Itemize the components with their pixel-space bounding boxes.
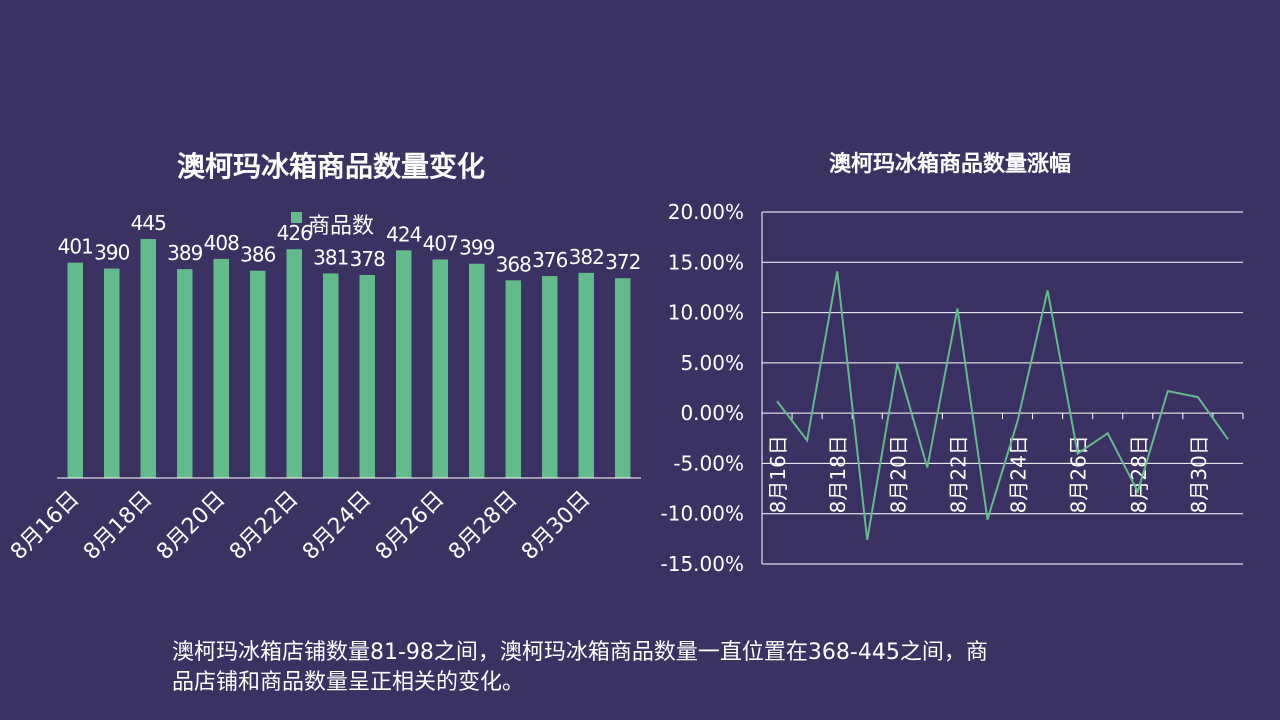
bar-value-label: 376 [532, 248, 567, 272]
bar-x-tick-label: 8月26日 [371, 487, 449, 565]
line-x-tick-marks [761, 413, 1244, 420]
bar-8月28日 [505, 280, 521, 478]
line-chart: 澳柯玛冰箱商品数量涨幅 20.00% 15.00% 10.00% 5.00% 0.00%… [661, 151, 1244, 576]
line-x-tick-labels: 8月16日 8月18日 8月20日 8月22日 8月24日 8月26日 8月28日 8月30日 [766, 435, 1211, 513]
bar-8月18日 [140, 239, 156, 478]
bar-chart-legend: 商品数 [291, 212, 374, 239]
bar-x-tick-label: 8月24日 [298, 487, 376, 565]
line-chart-title: 澳柯玛冰箱商品数量涨幅 [829, 151, 1071, 177]
bar-value-label: 386 [240, 243, 275, 267]
bar-value-label: 390 [94, 241, 129, 265]
bar-x-tick-label: 8月16日 [6, 487, 84, 565]
bar-chart-title: 澳柯玛冰箱商品数量变化 [177, 150, 485, 183]
line-y-tick-label: 15.00% [668, 250, 744, 274]
line-y-tick-label: 5.00% [680, 351, 744, 375]
legend-swatch [291, 212, 302, 223]
legend-label: 商品数 [308, 214, 374, 239]
line-x-tick-label: 8月28日 [1127, 435, 1151, 513]
bar-value-label: 424 [386, 222, 421, 246]
bar-value-label: 378 [350, 247, 385, 271]
bar-8月24日 [359, 275, 375, 478]
line-x-tick-label: 8月24日 [1007, 435, 1031, 513]
bar-x-tick-label: 8月22日 [225, 487, 303, 565]
line-x-tick-label: 8月16日 [766, 435, 790, 513]
bar-value-label: 399 [459, 236, 494, 260]
bar-marks [67, 239, 631, 478]
bar-8月21日 [250, 270, 266, 478]
bar-8月31日 [615, 278, 631, 478]
bar-value-label: 382 [569, 245, 604, 269]
bar-8月17日 [104, 268, 120, 478]
line-y-tick-label: -15.00% [661, 552, 744, 576]
bar-8月22日 [286, 249, 302, 478]
bar-8月16日 [67, 262, 83, 478]
bar-value-label: 389 [167, 241, 202, 265]
bar-value-label: 426 [277, 221, 312, 245]
bar-value-label: 445 [131, 211, 166, 235]
bar-8月25日 [396, 250, 412, 478]
bar-8月29日 [542, 276, 558, 478]
bar-value-label: 408 [204, 231, 239, 255]
bar-8月20日 [213, 258, 229, 478]
bar-x-tick-label: 8月18日 [79, 487, 157, 565]
bar-value-label: 407 [423, 231, 458, 255]
line-y-tick-label: 20.00% [668, 200, 744, 224]
line-x-tick-label: 8月20日 [886, 435, 910, 513]
bar-value-label: 401 [58, 235, 93, 259]
bar-x-tick-label: 8月30日 [517, 487, 595, 565]
bar-8月23日 [323, 273, 339, 478]
line-y-tick-labels: 20.00% 15.00% 10.00% 5.00% 0.00% -5.00% -10.00… [661, 200, 744, 576]
line-y-tick-label: -5.00% [673, 451, 744, 475]
bar-value-label: 372 [605, 250, 640, 274]
line-y-tick-label: 0.00% [680, 401, 744, 425]
bar-8月27日 [469, 263, 485, 478]
line-x-tick-label: 8月30日 [1187, 435, 1211, 513]
bar-x-tick-label: 8月28日 [444, 487, 522, 565]
bar-value-label: 368 [496, 252, 531, 276]
line-y-tick-label: -10.00% [661, 502, 744, 526]
line-y-tick-label: 10.00% [668, 301, 744, 325]
bar-8月26日 [432, 259, 448, 478]
bar-8月19日 [177, 269, 193, 478]
line-x-tick-label: 8月18日 [826, 435, 850, 513]
caption-text: 澳柯玛冰箱店铺数量81-98之间，澳柯玛冰箱商品数量一直位置在368-445之间… [172, 640, 988, 695]
bar-8月30日 [578, 272, 594, 478]
line-series [776, 271, 1229, 541]
line-x-tick-label: 8月22日 [946, 435, 970, 513]
bar-x-tick-label: 8月20日 [152, 487, 230, 565]
bar-value-label: 381 [313, 245, 348, 269]
